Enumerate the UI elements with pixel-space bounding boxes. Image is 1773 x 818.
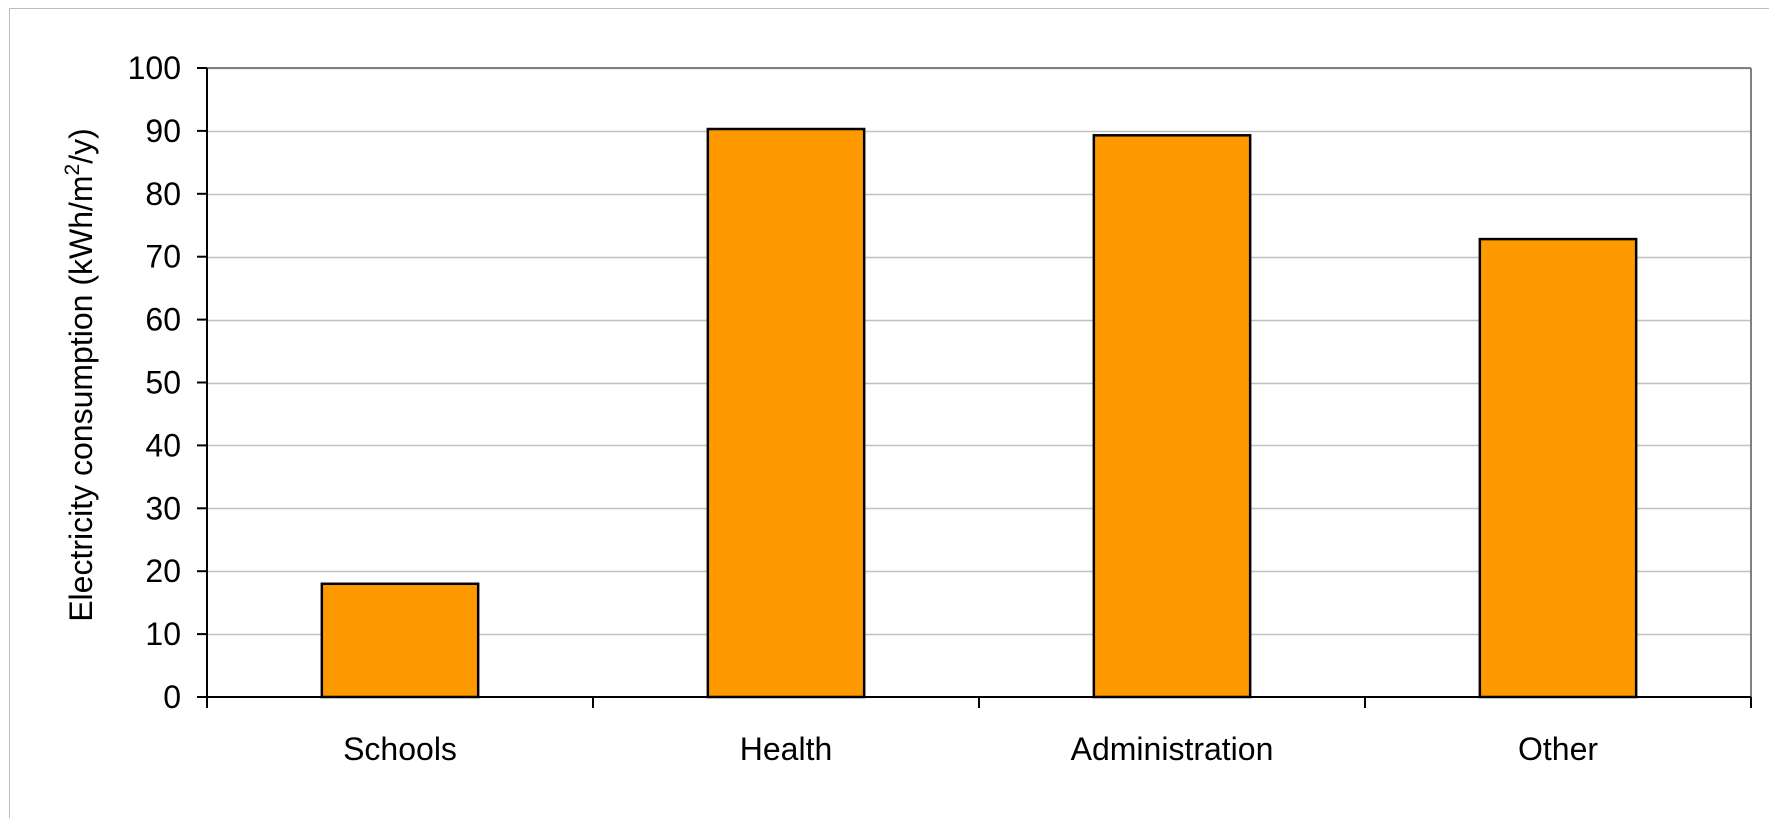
y-tick-label-100: 100 xyxy=(128,50,181,86)
y-tick-labels: 0 10 20 30 40 50 60 70 80 90 100 xyxy=(128,50,181,715)
y-tick-label-80: 80 xyxy=(145,176,181,212)
y-tick-label-90: 90 xyxy=(145,113,181,149)
y-tick-label-30: 30 xyxy=(145,490,181,526)
x-tick-label-health: Health xyxy=(740,731,833,767)
chart-frame xyxy=(9,8,1769,818)
x-tick-label-schools: Schools xyxy=(343,731,457,767)
y-axis-label-suffix: /y) xyxy=(63,128,99,164)
y-tick-label-40: 40 xyxy=(145,427,181,463)
bar-administration xyxy=(1092,134,1252,699)
x-tick-label-administration: Administration xyxy=(1071,731,1274,767)
bar-other xyxy=(1478,237,1638,699)
y-tick-label-20: 20 xyxy=(145,553,181,589)
y-tick-label-0: 0 xyxy=(163,679,181,715)
y-tick-label-60: 60 xyxy=(145,302,181,338)
bars xyxy=(320,127,1638,699)
axes xyxy=(197,67,1752,708)
y-axis-label: Electricity consumption (kWh/m2/y) xyxy=(61,128,99,622)
y-axis-label-prefix: Electricity consumption (kWh/m xyxy=(63,175,99,621)
y-tick-label-70: 70 xyxy=(145,239,181,275)
x-tick-labels: Schools Health Administration Other xyxy=(343,731,1598,767)
bar-health xyxy=(706,127,866,699)
y-axis-label-superscript: 2 xyxy=(61,164,84,176)
y-tick-label-50: 50 xyxy=(145,365,181,401)
x-tick-label-other: Other xyxy=(1518,731,1598,767)
bar-schools xyxy=(320,582,480,699)
y-tick-label-10: 10 xyxy=(145,616,181,652)
